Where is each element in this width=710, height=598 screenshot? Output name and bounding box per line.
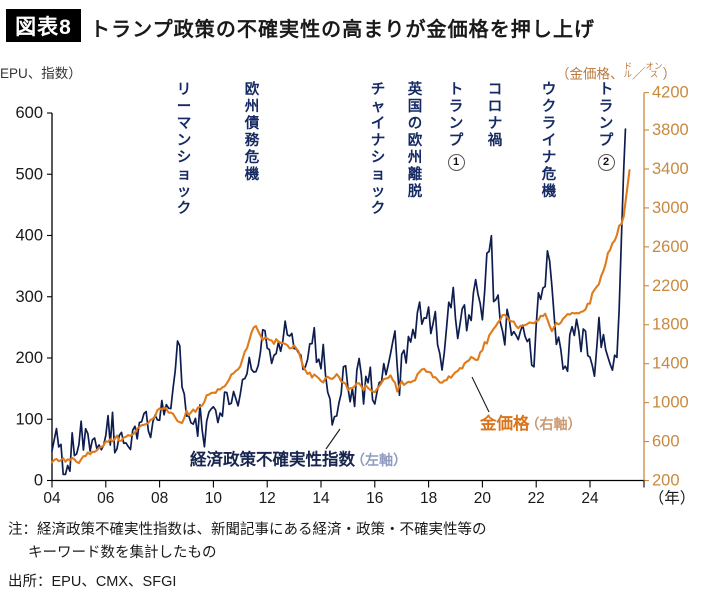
- svg-text:06: 06: [97, 490, 114, 507]
- svg-text:3800: 3800: [652, 121, 689, 139]
- svg-text:100: 100: [15, 410, 43, 428]
- svg-text:0: 0: [34, 472, 43, 490]
- svg-text:22: 22: [528, 490, 545, 507]
- svg-text:金価格（右軸）: 金価格（右軸）: [479, 413, 582, 433]
- svg-text:500: 500: [15, 165, 43, 183]
- svg-text:12: 12: [259, 490, 276, 507]
- svg-text:4200: 4200: [652, 84, 689, 102]
- svg-text:600: 600: [652, 433, 680, 451]
- svg-text:600: 600: [15, 104, 43, 122]
- svg-text:20: 20: [474, 490, 492, 507]
- svg-text:（年）: （年）: [649, 489, 696, 507]
- svg-text:18: 18: [420, 490, 437, 507]
- svg-text:14: 14: [312, 490, 330, 507]
- svg-text:1400: 1400: [652, 355, 689, 373]
- svg-text:400: 400: [15, 227, 43, 245]
- svg-text:3000: 3000: [652, 199, 689, 217]
- svg-text:経済政策不確実性指数（左軸）: 経済政策不確実性指数（左軸）: [190, 449, 407, 469]
- svg-text:1800: 1800: [652, 316, 689, 334]
- svg-text:1000: 1000: [652, 394, 689, 412]
- svg-text:3400: 3400: [652, 160, 689, 178]
- svg-text:2600: 2600: [652, 238, 689, 256]
- svg-text:2200: 2200: [652, 277, 689, 295]
- svg-text:08: 08: [151, 490, 168, 507]
- svg-text:300: 300: [15, 288, 43, 306]
- svg-text:10: 10: [205, 490, 223, 507]
- svg-text:24: 24: [581, 490, 599, 507]
- svg-text:200: 200: [15, 349, 43, 367]
- svg-text:16: 16: [366, 490, 383, 507]
- svg-text:200: 200: [652, 472, 680, 490]
- svg-text:04: 04: [43, 490, 61, 507]
